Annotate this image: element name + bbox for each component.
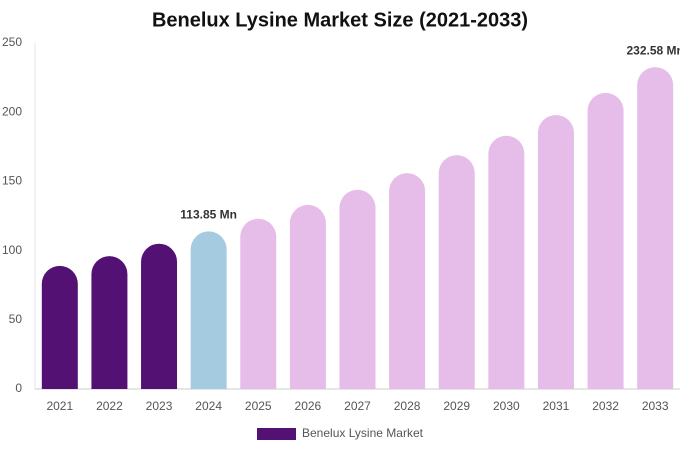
bar: [587, 92, 624, 389]
y-tick-label: 200: [2, 104, 22, 118]
x-tick-label: 2028: [394, 399, 421, 413]
y-tick-label: 100: [2, 243, 22, 257]
x-tick-label: 2022: [96, 399, 123, 413]
y-tick-label: 250: [2, 35, 22, 49]
y-tick-label: 50: [9, 312, 23, 326]
x-tick-label: 2031: [543, 399, 570, 413]
y-tick-label: 0: [15, 381, 22, 395]
x-tick-label: 2021: [46, 399, 73, 413]
bar: [637, 67, 674, 389]
x-tick-label: 2026: [295, 399, 322, 413]
bar: [91, 256, 128, 389]
legend-label: Benelux Lysine Market: [302, 426, 424, 440]
y-tick-label: 150: [2, 174, 22, 188]
bar: [537, 114, 574, 389]
bar: [438, 155, 475, 389]
bar: [339, 189, 376, 389]
bar: [41, 265, 78, 389]
x-tick-label: 2032: [592, 399, 619, 413]
legend-swatch: [257, 428, 296, 440]
x-tick-label: 2025: [245, 399, 272, 413]
x-tick-label: 2033: [642, 399, 669, 413]
bar: [141, 243, 178, 389]
bar: [289, 204, 326, 389]
x-tick-label: 2024: [195, 399, 222, 413]
data-label: 113.85 Mn: [180, 208, 237, 222]
x-tick-label: 2023: [146, 399, 173, 413]
x-tick-label: 2027: [344, 399, 371, 413]
data-label: 232.58 Mn: [627, 43, 680, 57]
bar: [488, 135, 525, 389]
bar: [190, 231, 227, 389]
bar: [240, 218, 277, 389]
chart-title: Benelux Lysine Market Size (2021-2033): [152, 9, 528, 31]
x-tick-label: 2029: [443, 399, 470, 413]
x-tick-label: 2030: [493, 399, 520, 413]
bar: [389, 173, 426, 389]
